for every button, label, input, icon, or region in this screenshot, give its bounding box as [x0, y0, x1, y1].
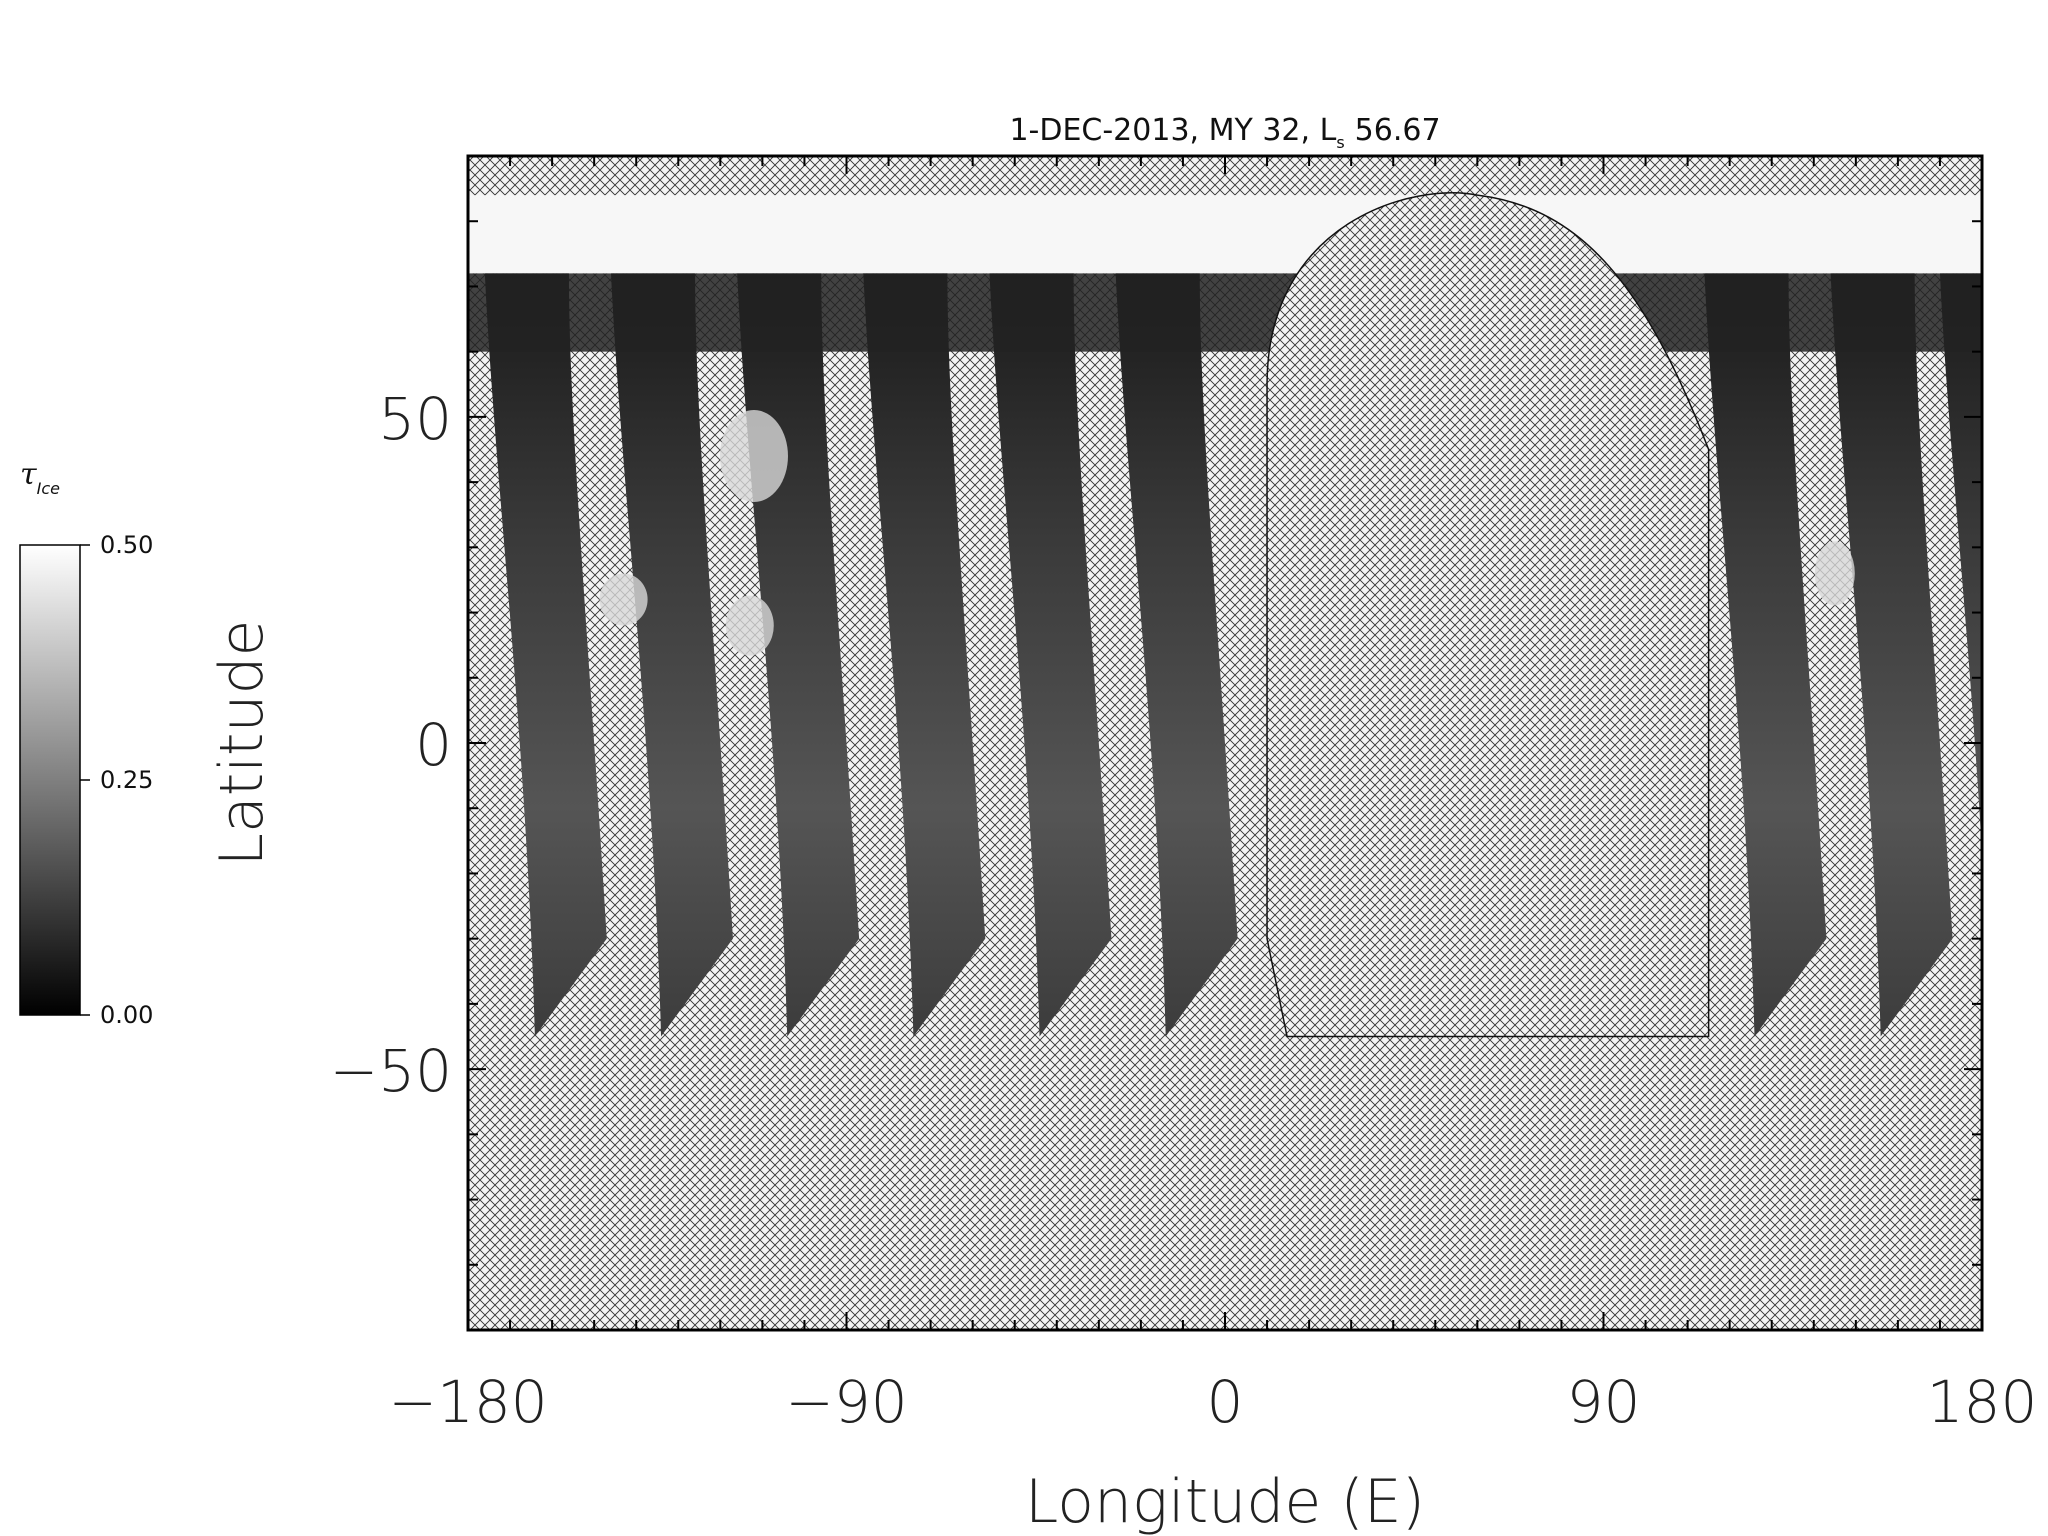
- swath-4: [989, 273, 1112, 1037]
- axis-ticks: −180 −90 0 90 180 −50 0 50: [330, 155, 2038, 1436]
- x-tick-label: −90: [785, 1368, 907, 1436]
- colorbar-ticks: 0.00 0.25 0.50: [80, 531, 153, 1029]
- x-tick-label: 90: [1567, 1368, 1641, 1436]
- y-axis-label: Latitude: [207, 620, 277, 867]
- swath-0: [484, 273, 607, 1037]
- chart-title: 1-DEC-2013, MY 32, Ls 56.67: [1009, 113, 1440, 152]
- swath-5: [1115, 273, 1238, 1037]
- polar-cap-band: [468, 195, 1982, 274]
- y-tick-label: 50: [378, 385, 452, 453]
- colorbar-gradient: [19, 544, 81, 1016]
- cloud-patch-2: [725, 595, 774, 656]
- colorbar-tick-label: 0.00: [100, 1001, 153, 1029]
- swath-6: [1704, 273, 1827, 1037]
- colorbar-tick-label: 0.50: [100, 531, 153, 559]
- swath-7: [1830, 273, 1953, 1037]
- cloud-patch-3: [1814, 541, 1855, 606]
- colorbar: τIce 0.00 0.25 0.50: [19, 457, 153, 1029]
- swath-8: [1939, 273, 1982, 853]
- colorbar-tick-label: 0.25: [100, 766, 153, 794]
- colorbar-title: τIce: [20, 457, 60, 498]
- ice-opacity-swaths: [468, 192, 1982, 1038]
- y-tick-label: −50: [330, 1037, 452, 1105]
- north-dark-band: [468, 273, 1982, 352]
- x-tick-label: −180: [388, 1368, 547, 1436]
- swath-3: [863, 273, 986, 1037]
- swath-1: [610, 273, 733, 1037]
- no-data-dome: [1266, 192, 1710, 1038]
- y-tick-label: 0: [415, 711, 452, 779]
- x-tick-label: 180: [1927, 1368, 2038, 1436]
- cloud-patch-0: [599, 573, 648, 626]
- x-axis-label: Longitude (E): [1025, 1467, 1425, 1536]
- cloud-patch-1: [719, 410, 788, 503]
- x-tick-label: 0: [1207, 1368, 1244, 1436]
